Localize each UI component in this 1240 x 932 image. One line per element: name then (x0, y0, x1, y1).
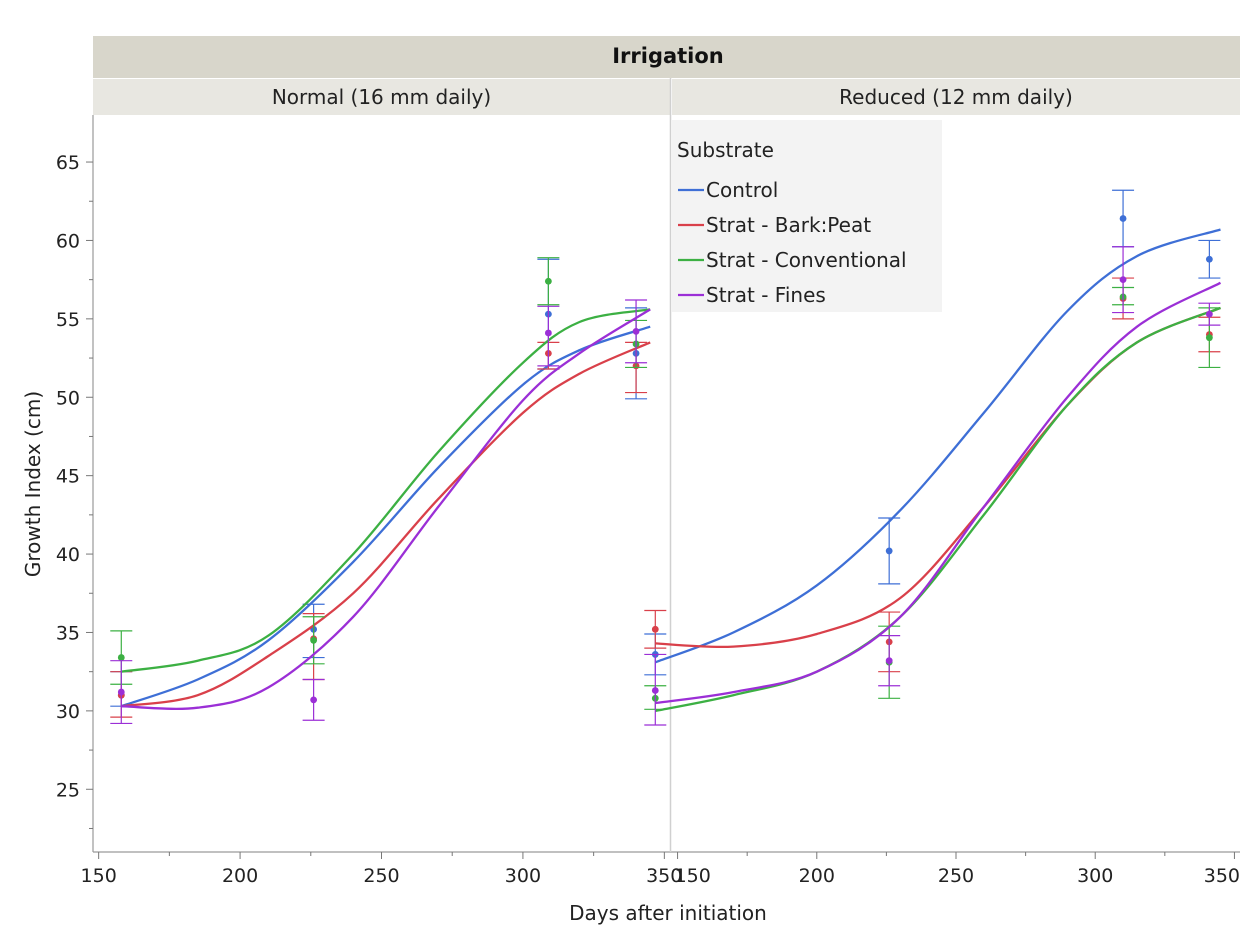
data-point-strat-fines (632, 327, 640, 335)
x-tick-label: 150 (81, 865, 117, 887)
data-point-strat-fines (117, 688, 125, 696)
data-point-control (1119, 215, 1127, 222)
y-tick-label: 50 (56, 387, 80, 409)
y-tick-label: 60 (56, 230, 80, 252)
x-tick-label: 350 (1204, 865, 1240, 887)
panel-header-1 (93, 79, 670, 115)
y-tick-label: 35 (56, 622, 80, 644)
y-tick-label: 25 (56, 779, 80, 801)
data-point-strat-conventional (310, 636, 318, 644)
data-point-strat-fines (1205, 310, 1213, 318)
series-line-control (120, 325, 651, 708)
legend-label-strat-bark-peat: Strat - Bark:Peat (706, 213, 871, 237)
series-line-strat-conventional (121, 308, 651, 673)
series-line-strat-fines (121, 308, 651, 710)
data-point-strat-fines (544, 329, 552, 337)
x-tick-label: 150 (675, 865, 711, 887)
data-point-strat-fines (885, 657, 893, 665)
data-point-strat-fines (310, 696, 318, 704)
y-tick-label: 55 (56, 309, 80, 331)
data-point-strat-conventional (117, 654, 125, 661)
legend-title: Substrate (677, 138, 774, 162)
x-tick-label: 250 (363, 865, 399, 887)
panel-title-2: Reduced (12 mm daily) (839, 85, 1073, 109)
x-tick-label: 250 (938, 865, 974, 887)
legend-box (672, 120, 942, 312)
x-tick-label: 200 (222, 865, 258, 887)
y-tick-label: 65 (56, 152, 80, 174)
data-point-control (1205, 255, 1213, 263)
x-tick-label: 200 (799, 865, 835, 887)
data-point-strat-conventional (1205, 334, 1213, 342)
series-line-strat-fines (655, 281, 1222, 705)
x-axis-label: Days after initiation (569, 901, 767, 925)
series-line-strat-conventional (655, 306, 1221, 713)
series-line-strat-bark-peat (655, 306, 1221, 649)
data-point-strat-fines (651, 687, 659, 694)
x-tick-label: 350 (646, 865, 682, 887)
legend-label-control: Control (706, 178, 778, 202)
data-point-control (885, 547, 893, 555)
data-point-strat-conventional (544, 277, 552, 285)
series-line-strat-bark-peat (121, 341, 651, 708)
x-tick-label: 300 (1077, 865, 1113, 887)
facet-header-bar (93, 36, 1240, 78)
y-tick-label: 40 (56, 544, 80, 566)
panel-header-2 (672, 79, 1240, 115)
y-tick-label: 30 (56, 701, 80, 723)
panel-title-1: Normal (16 mm daily) (272, 85, 491, 109)
y-tick-label: 45 (56, 466, 80, 488)
x-tick-label: 300 (505, 865, 541, 887)
data-point-strat-fines (1119, 276, 1127, 284)
data-point-strat-bark-peat (651, 625, 659, 633)
facet-title: Irrigation (612, 44, 724, 68)
legend-label-strat-fines: Strat - Fines (706, 283, 826, 307)
y-axis-label: Growth Index (cm) (21, 391, 45, 577)
legend-label-strat-conventional: Strat - Conventional (706, 248, 907, 272)
